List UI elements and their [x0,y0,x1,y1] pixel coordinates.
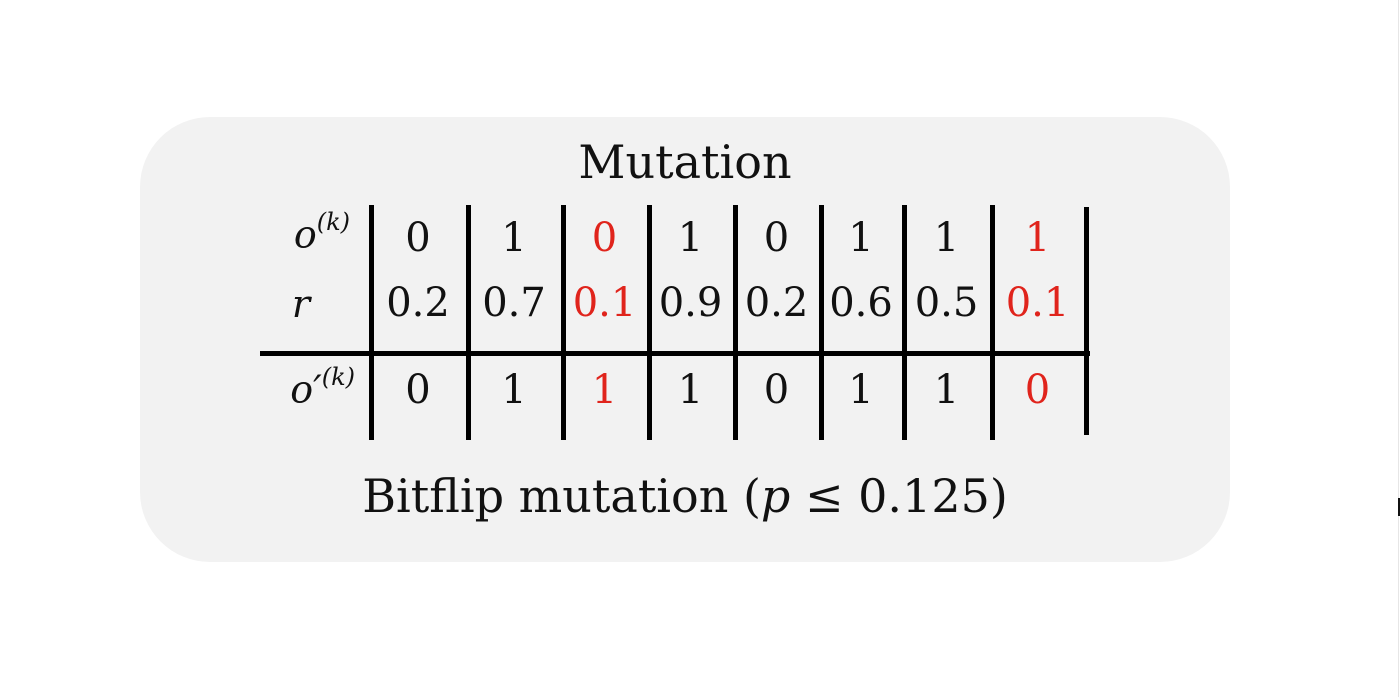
mutation-table: o(k) r o′(k) 0 0.2 0 1 0.7 1 0 0.1 1 1 0.9 1 0 0.2 0 1 0… [140,117,1230,562]
right-edge-line [1398,0,1399,697]
cell-r-value: 0.7 [482,280,546,326]
row-label-r-text: r [291,282,310,326]
cell-o-value: 1 [501,215,527,261]
cell-r-value: 0.5 [914,280,979,326]
row-label-r: r [210,282,310,326]
column-divider-line [647,205,652,440]
column-divider-line [990,205,995,440]
row-label-o-text: o [293,212,317,257]
row-label-o: o(k) [250,208,350,257]
cell-o-value: 1 [848,215,874,261]
cell-o-prime-value: 0 [405,367,431,413]
row-label-o-prime-text: o′ [290,367,322,412]
cell-o-value: 0 [405,215,431,261]
cell-r-value: 0.9 [658,280,723,326]
cell-o-value: 1 [677,215,704,261]
caption-math-p: p [760,469,791,523]
panel-caption: Bitflip mutation (p ≤ 0.125) [140,469,1230,523]
cell-o-prime-value: 1 [591,367,618,413]
caption-rest: ≤ 0.125) [790,469,1008,523]
column-divider-line [902,205,907,440]
cell-r-value: 0.2 [744,280,809,326]
cell-r-value: 0.6 [829,280,893,326]
column-divider-line [466,205,471,440]
cell-r-value: 0.1 [572,280,637,326]
cell-o-prime-value: 1 [501,367,527,413]
column-divider-line [1084,207,1089,435]
cell-o-prime-value: 1 [933,367,960,413]
row-label-o-prime-sup: (k) [321,363,355,391]
row-label-o-sup: (k) [316,208,350,236]
column-divider-line [369,205,374,440]
cell-r-value: 0.2 [386,280,450,326]
column-divider-line [561,205,566,440]
cell-o-value: 1 [933,215,960,261]
cell-o-prime-value: 1 [677,367,704,413]
cell-o-value: 0 [763,215,790,261]
cell-o-value: 0 [591,215,618,261]
column-divider-line [733,205,738,440]
mutation-panel: Mutation o(k) r o′(k) 0 0.2 0 1 0.7 1 0 0.1 1 1 0.… [140,117,1230,562]
right-edge-tick [1398,498,1400,516]
caption-prefix: Bitflip mutation ( [362,469,761,523]
cell-o-prime-value: 1 [848,367,874,413]
cell-o-prime-value: 0 [763,367,790,413]
cell-o-value: 1 [1024,215,1051,261]
panel-title: Mutation [578,135,792,189]
cell-r-value: 0.1 [1005,280,1070,326]
column-divider-line [819,205,824,440]
cell-o-prime-value: 0 [1024,367,1051,413]
row-label-o-prime: o′(k) [255,363,355,412]
table-separator-line [260,351,1090,356]
